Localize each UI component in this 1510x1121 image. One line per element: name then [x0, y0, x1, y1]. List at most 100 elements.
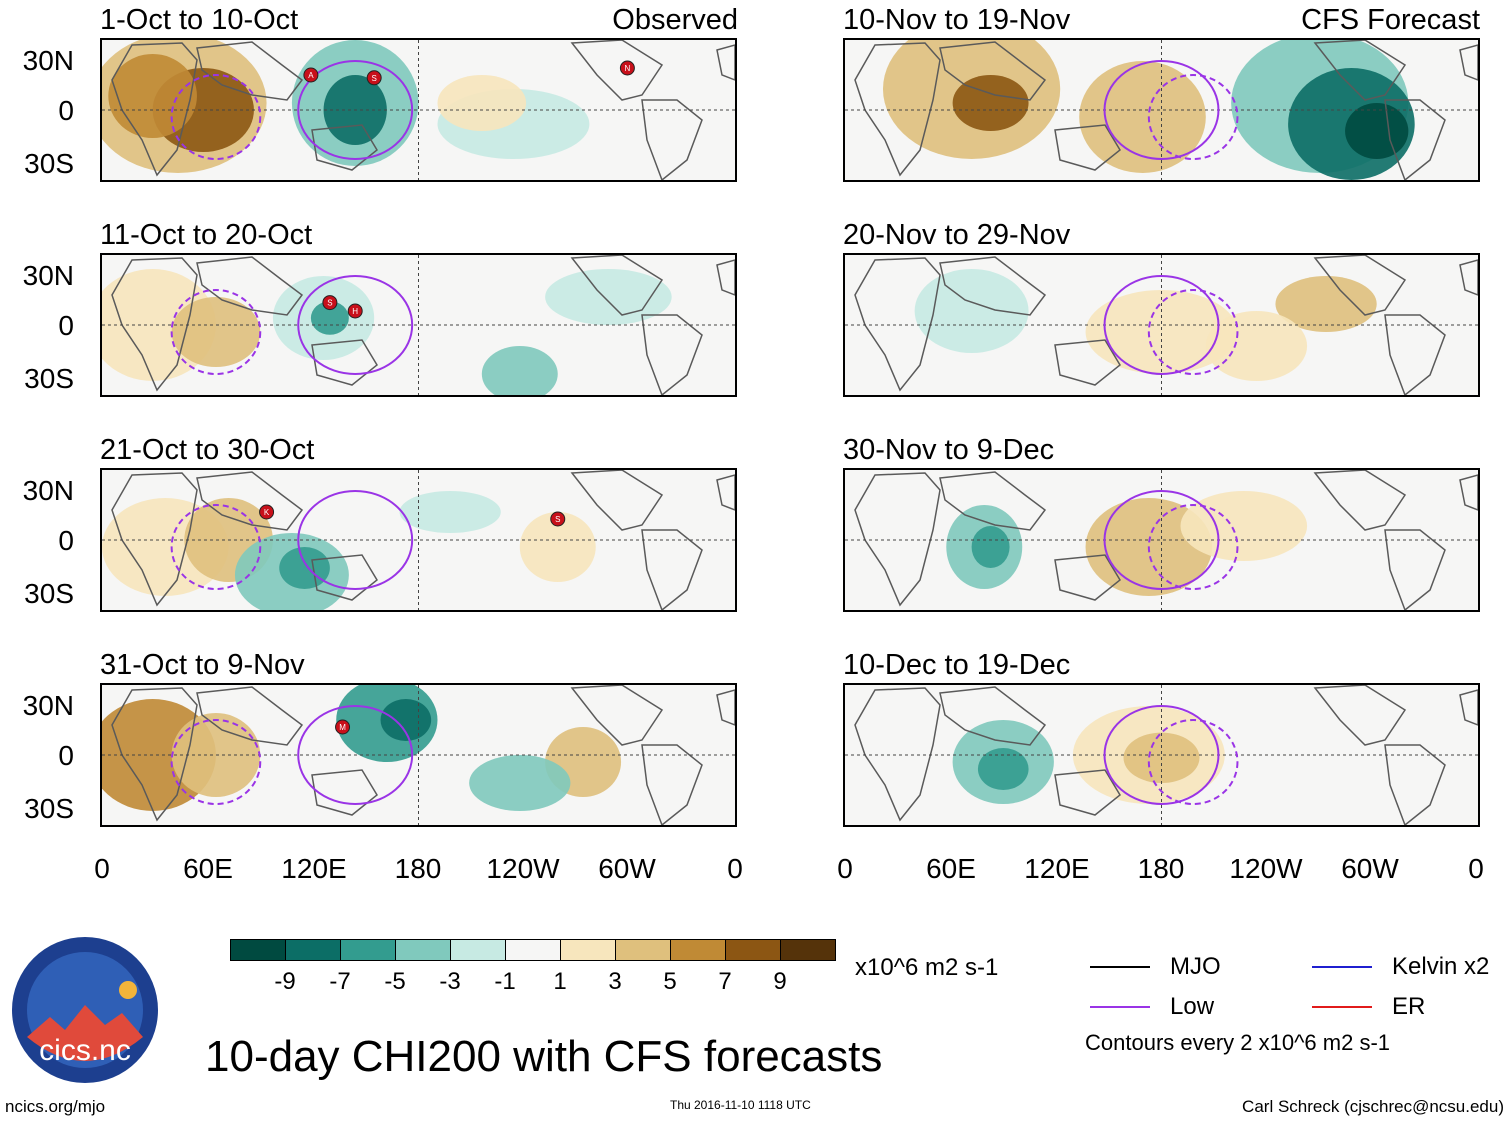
coastline	[570, 40, 664, 101]
colorbar-swatch	[560, 939, 616, 961]
panel-title-5: 10-Nov to 19-Nov	[843, 4, 1071, 36]
map-canvas	[845, 685, 1478, 825]
coastline	[1313, 685, 1407, 746]
coastline	[854, 687, 941, 822]
colorbar-units: x10^6 m2 s-1	[855, 954, 999, 981]
anomaly-region	[971, 526, 1010, 568]
cics-logo: cics.nc	[12, 937, 158, 1083]
map-panel-5	[843, 38, 1480, 182]
low-contour-dashed	[170, 504, 262, 590]
coastline	[311, 339, 378, 386]
map-panel-4: M	[100, 683, 737, 827]
anomaly-region	[380, 699, 432, 741]
low-contour-dashed	[170, 74, 262, 160]
coastline	[1459, 44, 1478, 81]
legend-er-line	[1312, 1006, 1372, 1008]
panel-title-4: 31-Oct to 9-Nov	[100, 649, 305, 681]
lat-label-30s: 30S	[24, 793, 74, 824]
coastline	[939, 471, 1047, 531]
colorbar-swatch	[670, 939, 726, 961]
colorbar-label: -5	[384, 968, 406, 995]
coastline	[716, 259, 735, 296]
coastline	[1384, 314, 1446, 395]
panel-tag-cfs-forecast: CFS Forecast	[1301, 4, 1480, 36]
contours-note: Contours every 2 x10^6 m2 s-1	[1085, 1030, 1391, 1055]
low-contour-dashed	[170, 719, 262, 805]
low-contour	[1103, 275, 1220, 375]
coastline	[854, 42, 941, 177]
low-contour	[1103, 60, 1220, 160]
anomaly-region	[437, 75, 527, 131]
map-canvas: M	[102, 685, 735, 825]
lon-label: 60W	[1341, 853, 1399, 884]
map-canvas: KS	[102, 470, 735, 610]
low-contour-dashed	[170, 289, 262, 375]
anomaly-region	[1345, 103, 1409, 159]
lon-label: 60E	[183, 853, 233, 884]
low-contour	[1103, 490, 1220, 590]
colorbar-label: 1	[553, 968, 567, 995]
coastline	[1054, 554, 1121, 601]
coastline	[716, 474, 735, 511]
colorbar-swatch	[230, 939, 286, 961]
panel-title-8: 10-Dec to 19-Dec	[843, 649, 1071, 681]
coastline	[570, 255, 664, 316]
colorbar-label: -3	[439, 968, 461, 995]
anomaly-region	[952, 75, 1029, 131]
low-contour	[297, 60, 414, 160]
coastline	[111, 257, 198, 392]
low-contour-dashed	[1147, 74, 1239, 160]
coastline	[1054, 339, 1121, 386]
coastline	[570, 685, 664, 746]
colorbar-swatch	[340, 939, 396, 961]
lon-label: 180	[394, 853, 442, 884]
lon-label: 120E	[281, 853, 347, 884]
panel-title-3: 21-Oct to 30-Oct	[100, 434, 315, 466]
anomaly-region	[481, 346, 558, 395]
footer-url[interactable]: ncics.org/mjo	[5, 1097, 106, 1116]
colorbar-swatch	[285, 939, 341, 961]
anomaly-region	[545, 269, 672, 325]
anomaly-region	[310, 301, 349, 335]
low-contour-dashed	[1147, 719, 1239, 805]
coastline	[1313, 470, 1407, 531]
lat-label-30s: 30S	[24, 148, 74, 179]
legend-kelvin-label: Kelvin x2	[1392, 953, 1490, 980]
anomaly-region	[279, 547, 330, 589]
lat-label-eq: 0	[58, 740, 74, 771]
footer-timestamp: Thu 2016-11-10 1118 UTC	[670, 1098, 811, 1112]
coastline	[939, 686, 1047, 746]
storm-letter: S	[372, 74, 377, 83]
lon-label: 60W	[598, 853, 656, 884]
map-canvas	[845, 470, 1478, 610]
coastline	[111, 472, 198, 607]
colorbar-label: -7	[329, 968, 351, 995]
coastline	[1054, 769, 1121, 816]
anomaly-region	[1180, 491, 1308, 561]
anomaly-region	[171, 713, 261, 797]
footer-author: Carl Schreck (cjschrec@ncsu.edu)	[1242, 1097, 1504, 1116]
panel-tag-observed: Observed	[612, 4, 738, 36]
lat-label-30n: 30N	[22, 45, 74, 76]
lat-label-30n: 30N	[22, 690, 74, 721]
storm-letter: N	[624, 64, 630, 73]
coastline	[111, 42, 198, 177]
lat-label-eq: 0	[58, 310, 74, 341]
colorbar-label: 5	[663, 968, 677, 995]
main-title: 10-day CHI200 with CFS forecasts	[205, 1032, 883, 1081]
map-canvas	[845, 255, 1478, 395]
lon-label: 0	[94, 853, 110, 884]
logo-text: cics.nc	[39, 1034, 131, 1067]
coastline	[1313, 255, 1407, 316]
lon-label: 0	[1468, 853, 1484, 884]
coastline	[570, 470, 664, 531]
storm-letter: S	[327, 299, 332, 308]
storm-marker: M	[335, 719, 351, 735]
coastline	[1459, 259, 1478, 296]
coastline	[854, 257, 941, 392]
anomaly-region	[914, 269, 1029, 353]
low-contour	[297, 275, 414, 375]
coastline	[311, 554, 378, 601]
lon-label: 120W	[1229, 853, 1303, 884]
